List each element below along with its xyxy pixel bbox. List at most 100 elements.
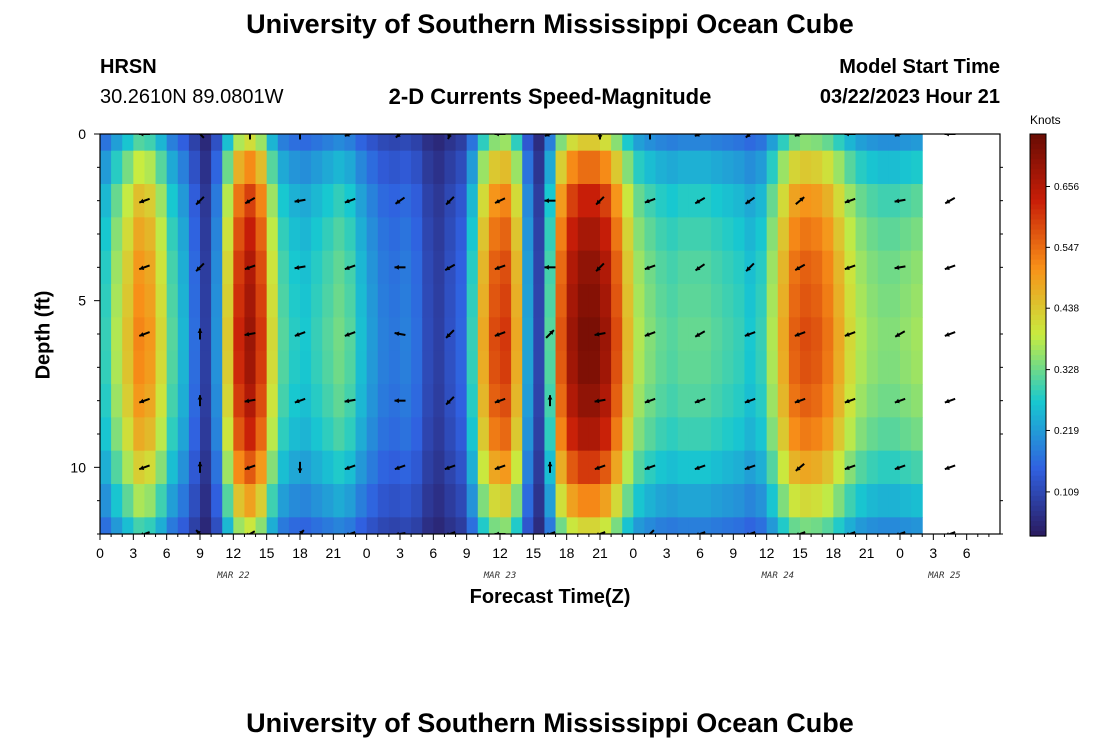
colorbar-segment: [1030, 410, 1046, 416]
heat-cell: [500, 517, 512, 534]
heat-cell: [555, 350, 568, 385]
heat-cell: [822, 384, 834, 418]
heat-cell: [300, 250, 312, 285]
heat-cell: [700, 350, 712, 385]
heat-cell: [755, 217, 768, 252]
heat-cell: [533, 250, 545, 285]
heat-cell: [200, 184, 212, 218]
heat-cell: [566, 417, 579, 452]
colorbar-segment: [1030, 490, 1046, 497]
heat-cell: [266, 484, 279, 518]
heat-cell: [666, 450, 679, 485]
heat-cell: [466, 134, 479, 152]
heat-cell: [855, 184, 868, 218]
heat-cell: [633, 184, 645, 218]
heat-cell: [622, 384, 634, 418]
colorbar-segment: [1030, 284, 1046, 291]
heat-cell: [488, 250, 501, 285]
heat-cell: [677, 384, 690, 418]
heat-cell: [777, 450, 790, 485]
model-start-label: Model Start Time: [839, 56, 1000, 78]
heat-cell: [566, 350, 579, 385]
heat-cell: [833, 317, 845, 352]
heat-cell: [300, 217, 312, 252]
heat-cell: [211, 450, 223, 485]
heat-cell: [255, 150, 268, 185]
heat-cell: [800, 450, 812, 485]
heat-cell: [788, 184, 801, 218]
heat-cell: [555, 284, 568, 318]
x-tick-label: 0: [629, 545, 637, 561]
heat-cell: [355, 284, 368, 318]
heat-cell: [833, 450, 845, 485]
heat-cell: [400, 284, 412, 318]
heat-cell: [100, 184, 112, 218]
heat-cell: [155, 317, 168, 352]
heat-cell: [822, 250, 834, 285]
heat-cell: [188, 417, 201, 452]
heat-cell: [511, 450, 523, 485]
heat-cell: [200, 284, 212, 318]
heat-cell: [200, 317, 212, 352]
heat-cell: [555, 250, 568, 285]
current-vector-arrow: [694, 134, 703, 137]
heat-cell: [766, 450, 779, 485]
heat-cell: [911, 150, 923, 185]
heat-cell: [566, 184, 579, 218]
current-vector-arrow: [744, 397, 756, 404]
heat-cell: [633, 284, 645, 318]
current-vector-arrow: [844, 331, 856, 337]
heat-cell: [877, 517, 890, 534]
heat-cell: [344, 417, 357, 452]
heat-cell: [255, 284, 268, 318]
heat-cell: [777, 484, 790, 518]
heat-cell: [866, 350, 879, 385]
heat-cell: [511, 417, 523, 452]
x-tick-label: 18: [292, 545, 308, 561]
heat-cell: [533, 284, 545, 318]
heat-cell: [500, 317, 512, 352]
heat-cell: [877, 134, 890, 152]
heat-cell: [200, 350, 212, 385]
heat-cell: [900, 217, 912, 252]
heat-cell: [355, 417, 368, 452]
heat-cell: [144, 417, 157, 452]
current-vector-arrow: [244, 331, 256, 337]
current-vector-arrow: [894, 265, 906, 270]
heat-cell: [700, 250, 712, 285]
colorbar-segment: [1030, 304, 1046, 311]
heat-cell: [600, 417, 612, 452]
heat-cell: [133, 150, 145, 185]
colorbar-segment: [1030, 249, 1046, 256]
heat-cell: [322, 417, 334, 452]
heat-cell: [644, 134, 657, 152]
heat-cell: [877, 317, 890, 352]
colorbar: 0.109 0.219 0.328 0.438 0.547 0.656: [1029, 133, 1079, 537]
heat-cell: [833, 184, 845, 218]
heat-cell: [255, 484, 268, 518]
heat-cell: [433, 350, 445, 385]
heat-cell: [833, 417, 845, 452]
x-tick-label: 6: [163, 545, 171, 561]
heat-cell: [688, 134, 701, 152]
heat-cell: [688, 350, 701, 385]
heat-cell: [266, 350, 279, 385]
heat-cell: [288, 134, 301, 152]
current-vector-arrow: [244, 464, 256, 471]
heat-cell: [366, 284, 379, 318]
heat-cell: [433, 317, 445, 352]
heat-cell: [255, 217, 268, 252]
heat-cell: [177, 350, 190, 385]
colorbar-segment: [1030, 294, 1046, 301]
heat-cell: [300, 350, 312, 385]
current-vector-arrow: [894, 464, 906, 471]
colorbar-tick-label: 0.219: [1054, 426, 1079, 437]
heat-cell: [311, 317, 323, 352]
heat-cell: [244, 150, 257, 185]
heat-cell: [688, 417, 701, 452]
current-vector-arrow: [894, 134, 903, 137]
heat-cell: [355, 184, 368, 218]
colorbar-segment: [1030, 435, 1046, 442]
heat-cell: [355, 484, 368, 518]
heat-cell: [688, 450, 701, 485]
